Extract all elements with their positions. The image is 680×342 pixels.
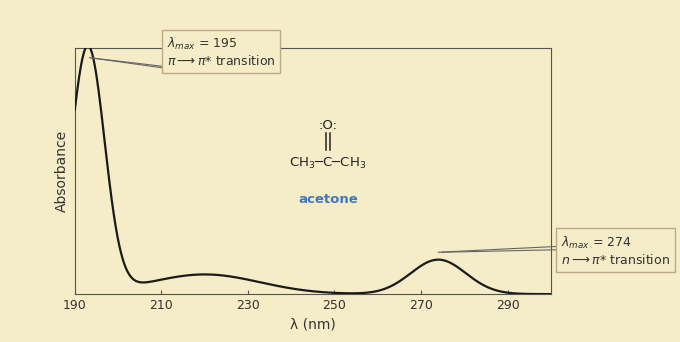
- X-axis label: λ (nm): λ (nm): [290, 317, 336, 331]
- Text: acetone: acetone: [298, 193, 358, 206]
- Text: $\lambda_{max}$ = 195
$\pi\longrightarrow\pi$* transition: $\lambda_{max}$ = 195 $\pi\longrightarro…: [167, 36, 275, 68]
- Text: CH$_3$─C─CH$_3$: CH$_3$─C─CH$_3$: [289, 156, 367, 171]
- Y-axis label: Absorbance: Absorbance: [55, 130, 69, 212]
- Text: :O:: :O:: [318, 119, 337, 132]
- Text: $\lambda_{max}$ = 274
$n\longrightarrow\pi$* transition: $\lambda_{max}$ = 274 $n\longrightarrow\…: [561, 235, 670, 267]
